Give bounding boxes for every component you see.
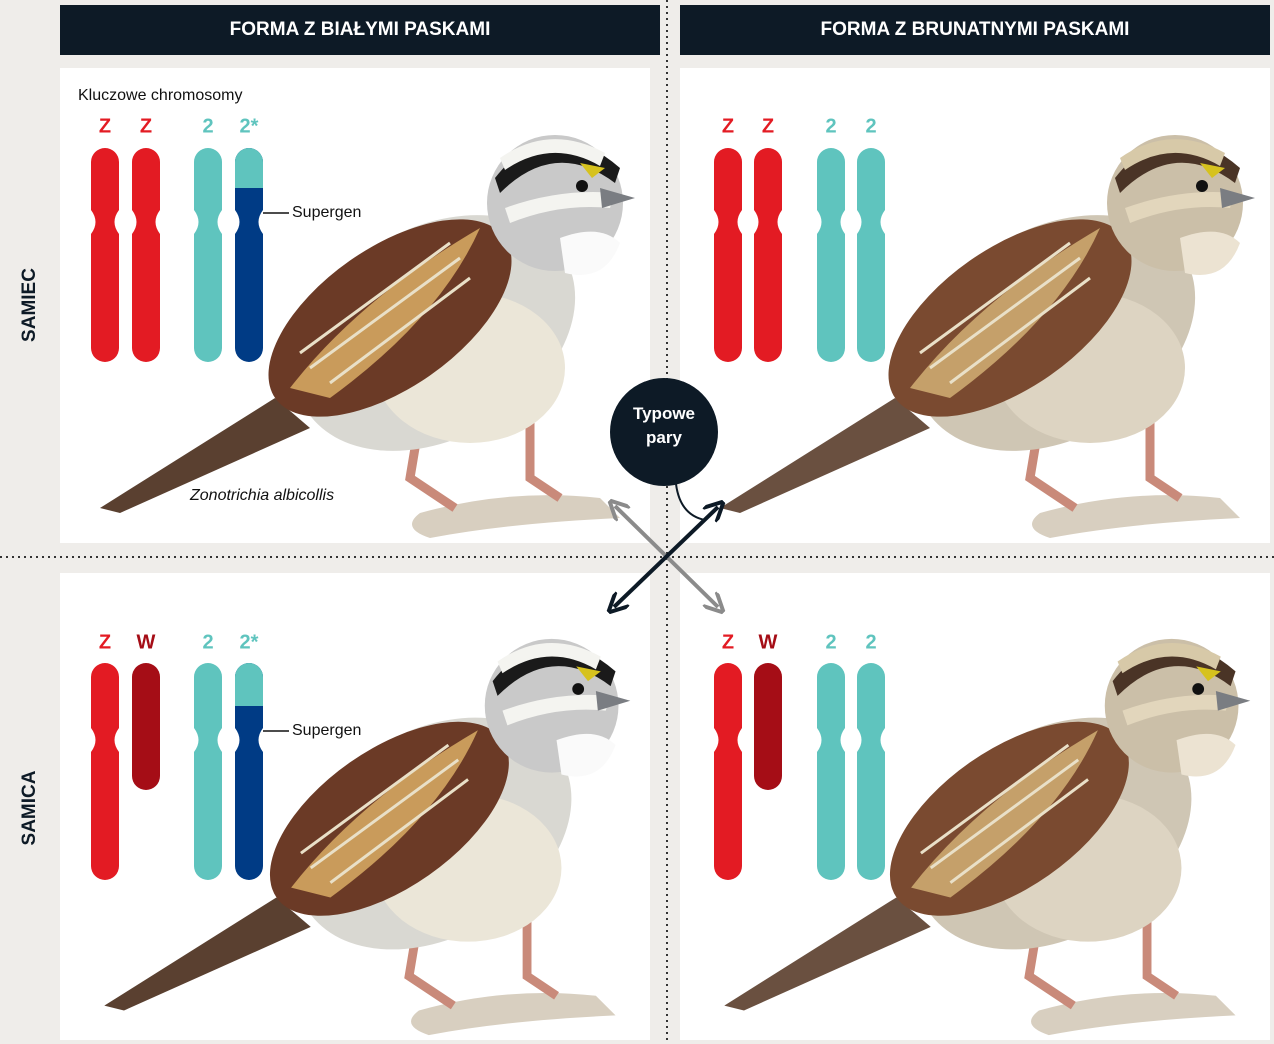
chromosome-label: W bbox=[137, 631, 156, 653]
chromosome-label: 2 bbox=[202, 631, 213, 653]
row-title: SAMIEC bbox=[19, 268, 40, 342]
chromosome bbox=[194, 663, 222, 880]
panel: Z Z 2 2 bbox=[680, 68, 1270, 543]
center-label-box: Typowe pary bbox=[614, 402, 714, 462]
chromosome bbox=[194, 148, 222, 362]
column-title: FORMA Z BIAŁYMI PASKAMI bbox=[230, 19, 491, 40]
chromosome bbox=[132, 148, 160, 362]
chromosome-label: Z bbox=[140, 115, 152, 137]
chromosome-label: Z bbox=[762, 115, 774, 137]
chromosome-label: Z bbox=[99, 115, 111, 137]
chromosome-label: 2* bbox=[240, 115, 259, 137]
panel: Kluczowe chromosomy Zonotrichia albicolli… bbox=[60, 68, 650, 543]
chromosome bbox=[132, 663, 160, 790]
chromosome-tip bbox=[234, 663, 264, 706]
caption: Kluczowe chromosomy bbox=[78, 87, 243, 104]
chromosome-label: 2 bbox=[865, 115, 876, 137]
supergen-label: Supergen bbox=[292, 204, 361, 221]
chromosome-label: Z bbox=[722, 115, 734, 137]
chromosome-label: 2 bbox=[865, 631, 876, 653]
chromosome-label: 2 bbox=[202, 115, 213, 137]
chromosome bbox=[754, 663, 782, 790]
supergen-label: Supergen bbox=[292, 722, 361, 739]
chromosome-label: 2 bbox=[825, 115, 836, 137]
chromosome bbox=[857, 148, 885, 362]
row-title: SAMICA bbox=[19, 770, 40, 845]
chromosome bbox=[91, 663, 119, 880]
chromosome bbox=[91, 148, 119, 362]
chromosome bbox=[817, 663, 845, 880]
chromosome-label: 2 bbox=[825, 631, 836, 653]
chromosome-label: W bbox=[759, 631, 778, 653]
chromosome bbox=[817, 148, 845, 362]
chromosome bbox=[754, 148, 782, 362]
panel: Z W 2 2* Supergen bbox=[60, 573, 650, 1040]
chromosome-label: Z bbox=[722, 631, 734, 653]
chromosome bbox=[714, 663, 742, 880]
chromosome-tip bbox=[234, 148, 264, 188]
chromosome bbox=[714, 148, 742, 362]
panel: Z W 2 2 bbox=[680, 573, 1270, 1040]
column-title: FORMA Z BRUNATNYMI PASKAMI bbox=[821, 19, 1130, 40]
chromosome-label: 2* bbox=[240, 631, 259, 653]
chromosome-label: Z bbox=[99, 631, 111, 653]
chromosome bbox=[857, 663, 885, 880]
infographic: FORMA Z BIAŁYMI PASKAMI FORMA Z BRUNATNY… bbox=[0, 0, 1274, 1044]
center-label: Typowe pary bbox=[629, 402, 699, 450]
species-name: Zonotrichia albicollis bbox=[189, 487, 334, 504]
